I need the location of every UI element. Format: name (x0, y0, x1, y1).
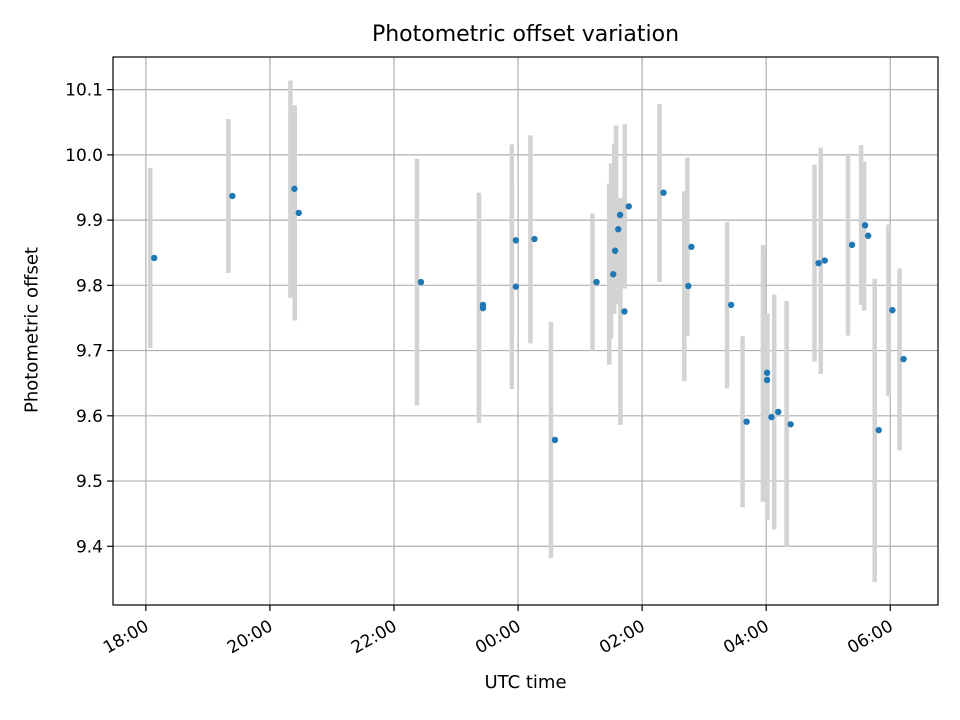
data-points (151, 185, 907, 444)
data-point (291, 185, 298, 192)
x-tick-label: 00:00 (472, 616, 524, 658)
x-tick-label: 02:00 (596, 616, 648, 658)
data-point (610, 271, 617, 278)
data-point (417, 278, 425, 286)
data-point (848, 241, 856, 249)
data-point (531, 235, 538, 243)
data-point (229, 192, 236, 200)
data-point (512, 283, 520, 290)
data-point (512, 237, 520, 244)
x-tick-label: 18:00 (100, 616, 152, 658)
data-point (685, 282, 692, 290)
errorbars (147, 80, 902, 583)
data-point (768, 413, 775, 421)
data-point (787, 421, 794, 428)
y-tick-label: 9.7 (76, 342, 103, 362)
data-point (821, 257, 828, 264)
data-point (889, 306, 896, 314)
data-point (861, 222, 869, 229)
chart-title: Photometric offset variation (371, 22, 680, 47)
data-point (479, 304, 487, 312)
y-tick-label: 9.6 (76, 407, 103, 427)
data-point (295, 209, 302, 217)
y-tick-label: 10.1 (65, 81, 103, 101)
data-point (775, 408, 782, 416)
data-point (151, 254, 158, 262)
data-point (615, 226, 622, 233)
y-tick-label: 9.5 (76, 472, 103, 492)
data-point (875, 426, 882, 434)
plot-area-frame (112, 56, 939, 606)
data-point (593, 278, 600, 286)
y-tick-label: 10.0 (65, 146, 103, 166)
y-tick-label: 9.8 (76, 276, 103, 296)
data-point (743, 418, 750, 425)
data-point (688, 243, 695, 251)
data-point (864, 232, 872, 239)
data-point (625, 203, 632, 210)
data-point (815, 259, 822, 267)
x-tick-label: 04:00 (720, 616, 772, 658)
data-point (727, 301, 735, 309)
data-point (616, 211, 624, 219)
data-point (900, 355, 907, 363)
data-point (551, 436, 559, 444)
x-tick-label: 20:00 (224, 616, 276, 658)
data-point (621, 308, 628, 315)
y-tick-label: 9.9 (76, 211, 103, 231)
data-point (763, 369, 771, 376)
x-axis-label: UTC time (484, 672, 567, 693)
x-tick-label: 22:00 (348, 616, 400, 658)
x-tick-label: 06:00 (844, 616, 896, 658)
data-point (611, 247, 619, 254)
data-point (763, 376, 771, 384)
data-point (660, 189, 667, 196)
y-tick-label: 9.4 (76, 537, 103, 557)
